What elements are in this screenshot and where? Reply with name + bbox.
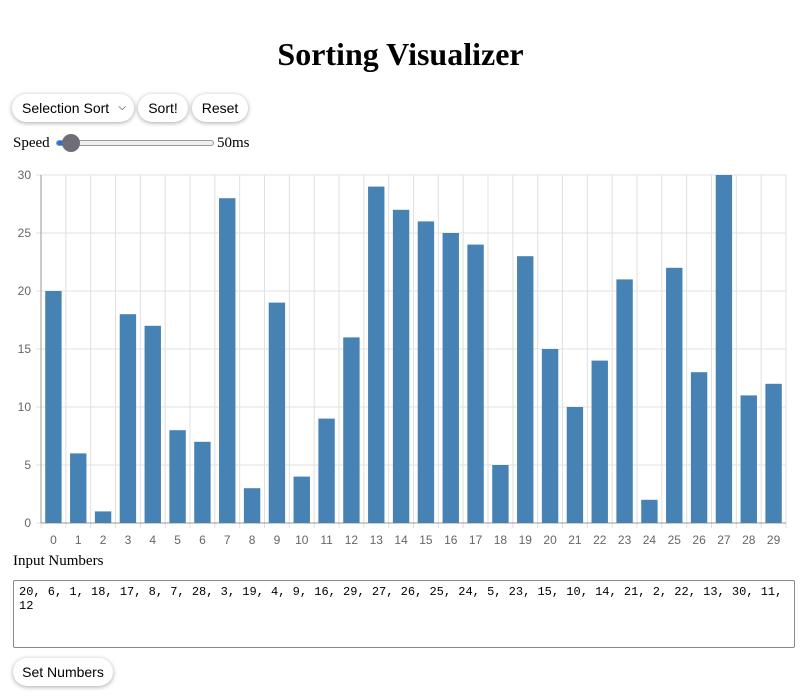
x-tick-label: 1: [75, 533, 82, 547]
y-tick-label: 25: [18, 226, 32, 240]
y-tick-label: 5: [24, 458, 31, 472]
x-tick-label: 5: [174, 533, 181, 547]
sort-button[interactable]: Sort!: [138, 94, 188, 122]
chevron-down-icon: ⌵: [118, 102, 126, 113]
x-tick-label: 17: [469, 533, 483, 547]
bar: [541, 349, 559, 523]
bar: [144, 325, 161, 523]
x-tick-label: 10: [295, 533, 309, 547]
bar: [591, 360, 608, 523]
bar: [715, 175, 733, 523]
x-tick-label: 21: [568, 533, 582, 547]
bar: [45, 291, 62, 523]
bar: [765, 383, 782, 523]
bar: [293, 476, 310, 523]
speed-slider-thumb[interactable]: [62, 134, 80, 152]
x-tick-label: 7: [224, 533, 231, 547]
bar: [343, 337, 360, 523]
bar: [169, 430, 186, 523]
x-tick-label: 6: [199, 533, 206, 547]
y-tick-label: 15: [18, 342, 32, 356]
bar: [219, 198, 236, 523]
page-title: Sorting Visualizer: [277, 36, 524, 72]
bar: [268, 302, 286, 523]
x-tick-label: 16: [444, 533, 458, 547]
bar: [666, 267, 683, 523]
speed-label: Speed: [13, 135, 50, 151]
bar: [243, 488, 261, 523]
bar: [318, 418, 335, 523]
y-tick-label: 10: [18, 400, 32, 414]
bar: [94, 511, 112, 523]
bar: [517, 256, 534, 523]
x-tick-label: 28: [742, 533, 756, 547]
speed-value: 50ms: [217, 135, 250, 151]
x-tick-label: 4: [149, 533, 156, 547]
x-tick-label: 26: [692, 533, 706, 547]
bar: [442, 233, 459, 523]
y-tick-label: 0: [24, 516, 31, 530]
bar: [467, 244, 484, 523]
algorithm-select[interactable]: Selection Sort ⌵: [12, 94, 134, 122]
algorithm-select-value: Selection Sort: [22, 100, 110, 116]
x-tick-label: 11: [320, 533, 333, 547]
x-tick-label: 13: [370, 533, 384, 547]
bar: [616, 279, 633, 523]
bar: [368, 186, 385, 523]
x-tick-label: 18: [494, 533, 508, 547]
y-tick-label: 30: [18, 168, 32, 182]
set-numbers-button[interactable]: Set Numbers: [13, 658, 113, 686]
bar: [690, 372, 708, 523]
x-tick-label: 25: [668, 533, 682, 547]
x-tick-label: 29: [767, 533, 781, 547]
x-tick-label: 8: [249, 533, 256, 547]
bar: [641, 499, 658, 523]
x-tick-label: 19: [519, 533, 533, 547]
reset-button[interactable]: Reset: [192, 94, 248, 122]
x-tick-label: 20: [543, 533, 557, 547]
x-tick-label: 3: [125, 533, 132, 547]
x-tick-label: 24: [643, 533, 657, 547]
x-tick-label: 9: [274, 533, 281, 547]
x-tick-label: 2: [100, 533, 107, 547]
x-tick-label: 27: [717, 533, 731, 547]
x-tick-label: 0: [50, 533, 57, 547]
bar: [492, 465, 509, 523]
x-tick-label: 14: [394, 533, 408, 547]
y-tick-label: 20: [18, 284, 32, 298]
x-tick-label: 22: [593, 533, 607, 547]
bar: [392, 209, 410, 524]
x-tick-label: 12: [345, 533, 359, 547]
numbers-input[interactable]: [13, 580, 795, 648]
x-tick-label: 15: [419, 533, 433, 547]
speed-slider[interactable]: [56, 140, 214, 146]
bar: [70, 453, 87, 523]
input-numbers-label: Input Numbers: [13, 553, 104, 569]
bar: [194, 441, 211, 523]
bar: [740, 395, 757, 523]
bar: [417, 221, 435, 523]
bar: [119, 314, 137, 523]
speed-slider-fill: [57, 141, 65, 145]
bar: [566, 407, 584, 523]
x-tick-label: 23: [618, 533, 632, 547]
